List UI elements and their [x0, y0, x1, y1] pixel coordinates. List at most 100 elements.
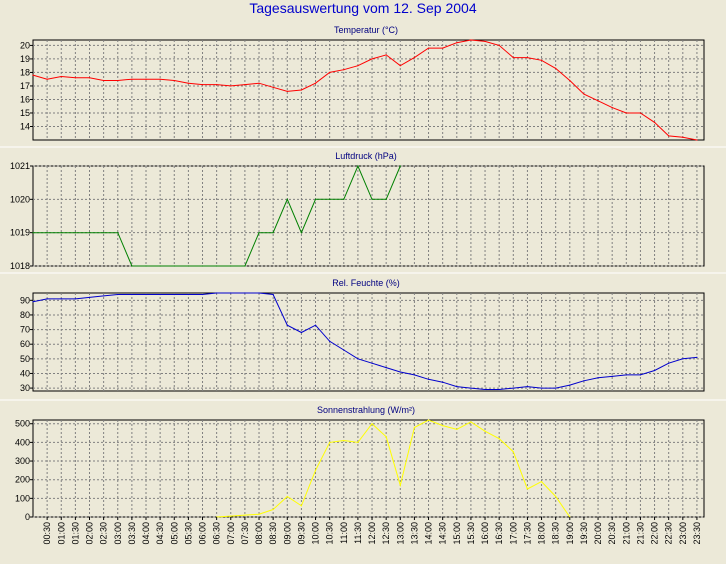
data-point — [88, 77, 91, 79]
data-point — [413, 56, 416, 59]
data-point — [272, 86, 274, 88]
data-point — [272, 232, 274, 234]
y-tick-label: 19 — [20, 54, 30, 64]
data-point — [682, 136, 684, 138]
data-point — [555, 67, 557, 69]
x-tick-label: 09:30 — [296, 522, 306, 545]
data-point — [60, 298, 62, 300]
data-point — [201, 293, 204, 296]
data-point — [442, 47, 444, 49]
data-point — [399, 371, 401, 373]
data-point — [413, 426, 416, 429]
data-point — [286, 90, 288, 92]
y-tick-label: 90 — [20, 295, 30, 305]
y-tick-label: 14 — [20, 121, 30, 131]
y-tick-label: 300 — [15, 456, 30, 466]
x-tick-label: 20:30 — [607, 522, 617, 545]
data-point — [569, 384, 571, 386]
data-point — [173, 79, 175, 82]
data-point — [32, 74, 34, 76]
data-point — [639, 374, 642, 376]
data-point — [625, 374, 627, 376]
data-point — [244, 514, 246, 516]
data-point — [583, 93, 585, 95]
data-point — [399, 65, 401, 67]
data-point — [484, 40, 486, 42]
data-point — [216, 83, 218, 86]
data-point — [597, 100, 599, 102]
data-point — [498, 44, 500, 47]
data-point — [258, 82, 260, 84]
data-point — [526, 56, 529, 59]
x-tick-label: 08:30 — [268, 522, 278, 545]
data-point — [540, 480, 543, 483]
x-tick-label: 12:30 — [381, 522, 391, 545]
y-tick-label: 15 — [20, 108, 30, 118]
data-point — [244, 292, 246, 294]
x-tick-label: 06:30 — [212, 522, 222, 545]
data-point — [145, 78, 147, 80]
data-point — [314, 198, 317, 200]
data-point — [442, 424, 444, 427]
x-tick-label: 03:00 — [113, 522, 123, 545]
data-point — [512, 451, 514, 453]
data-point — [540, 59, 543, 61]
data-point — [399, 484, 401, 486]
data-point — [569, 79, 571, 82]
data-point — [329, 198, 331, 200]
y-tick-label: 70 — [20, 325, 30, 335]
data-point — [696, 356, 698, 358]
data-point — [555, 495, 557, 498]
data-point — [653, 369, 656, 372]
x-tick-label: 14:00 — [424, 522, 434, 545]
x-tick-label: 23:00 — [678, 522, 688, 545]
data-point — [343, 198, 345, 200]
y-tick-label: 1020 — [10, 194, 30, 204]
x-tick-label: 13:30 — [409, 522, 419, 545]
x-tick-label: 10:30 — [325, 522, 335, 545]
data-point — [470, 39, 472, 41]
x-tick-label: 20:00 — [593, 522, 603, 545]
y-tick-label: 50 — [20, 354, 30, 364]
x-tick-label: 18:00 — [537, 522, 547, 545]
data-point — [46, 232, 48, 234]
data-point — [597, 377, 599, 379]
data-point — [60, 75, 62, 78]
data-point — [526, 488, 529, 490]
data-point — [611, 106, 613, 109]
data-point — [484, 430, 486, 432]
data-point — [286, 324, 288, 326]
data-point — [131, 265, 133, 267]
data-point — [117, 232, 119, 234]
data-point — [385, 366, 387, 369]
x-tick-label: 15:00 — [452, 522, 462, 545]
data-point — [456, 428, 458, 430]
data-point — [117, 79, 119, 82]
data-point — [272, 293, 274, 296]
data-point — [653, 121, 656, 124]
data-point — [357, 65, 359, 67]
data-point — [159, 293, 161, 296]
y-tick-label: 30 — [20, 383, 30, 393]
data-point — [103, 232, 105, 234]
panel-title-0: Temperatur (°C) — [334, 25, 398, 35]
y-tick-label: 1018 — [10, 261, 30, 271]
data-point — [244, 265, 246, 267]
data-point — [159, 78, 161, 80]
data-point — [668, 362, 670, 364]
x-tick-label: 12:00 — [367, 522, 377, 545]
data-point — [103, 295, 105, 297]
x-tick-label: 04:30 — [155, 522, 165, 545]
data-point — [399, 165, 401, 167]
data-point — [526, 386, 529, 388]
y-tick-label: 0 — [25, 512, 30, 522]
y-tick-label: 40 — [20, 368, 30, 378]
data-point — [470, 387, 472, 389]
data-point — [145, 265, 147, 267]
data-point — [74, 77, 76, 79]
data-point — [314, 324, 317, 326]
data-point — [216, 265, 218, 267]
x-tick-label: 16:00 — [480, 522, 490, 545]
plot-area-0 — [32, 39, 705, 141]
data-point — [385, 436, 387, 438]
